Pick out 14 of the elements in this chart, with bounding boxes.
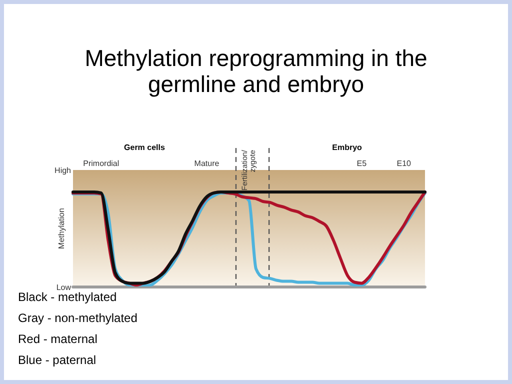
text: Blue - paternal — [18, 353, 96, 367]
text: Black - methylated — [18, 290, 117, 304]
y-axis-title: Methylation — [57, 208, 66, 249]
text: Embryo — [332, 143, 362, 152]
chart-title: Methylation reprogramming in the germline and embryo — [84, 45, 428, 97]
text: Gray - non-methylated — [18, 311, 138, 325]
text: Germ cells — [124, 143, 166, 152]
text: Low — [56, 283, 72, 292]
x-tick-label: Primordial — [83, 159, 120, 168]
text: High — [54, 166, 71, 175]
x-tick-label: E10 — [396, 159, 412, 168]
text: Red - maternal — [18, 332, 98, 346]
x-tick-label: E5 — [356, 159, 368, 168]
x-tick-label: Mature — [194, 159, 220, 168]
